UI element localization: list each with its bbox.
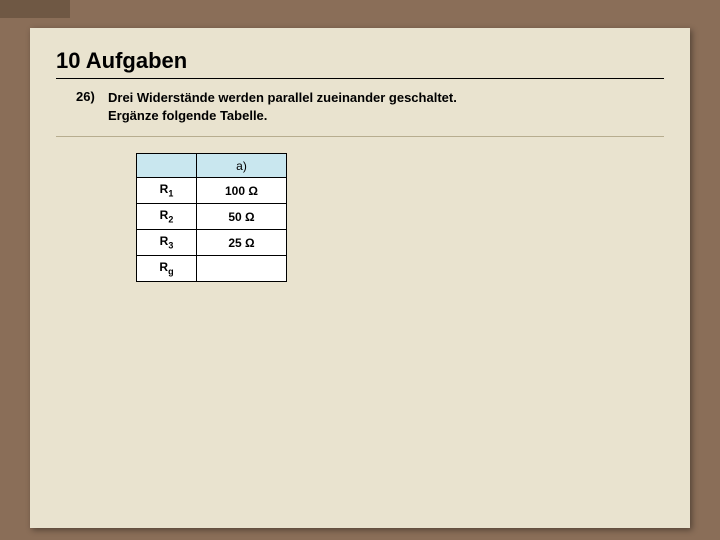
table-row: R1 100 Ω bbox=[137, 178, 287, 204]
task-line-2: Ergänze folgende Tabelle. bbox=[108, 108, 267, 123]
table-row: Rg bbox=[137, 256, 287, 282]
row-value: 50 Ω bbox=[197, 204, 287, 230]
row-value: 100 Ω bbox=[197, 178, 287, 204]
resistor-table: a) R1 100 Ω R2 50 Ω R3 25 Ω Rg bbox=[136, 153, 287, 282]
window-tab bbox=[0, 0, 70, 18]
row-label: R1 bbox=[137, 178, 197, 204]
row-label: R3 bbox=[137, 230, 197, 256]
label-sub: 1 bbox=[168, 189, 173, 199]
task-line-1: Drei Widerstände werden parallel zueinan… bbox=[108, 90, 457, 105]
document-page: 10 Aufgaben 26) Drei Widerstände werden … bbox=[30, 28, 690, 528]
task-text: Drei Widerstände werden parallel zueinan… bbox=[108, 89, 457, 124]
header-blank bbox=[137, 154, 197, 178]
window-top-bar bbox=[0, 0, 720, 28]
task-block: 26) Drei Widerstände werden parallel zue… bbox=[76, 89, 664, 124]
table-row: R2 50 Ω bbox=[137, 204, 287, 230]
table-header-row: a) bbox=[137, 154, 287, 178]
label-sub: g bbox=[168, 267, 174, 277]
label-sub: 3 bbox=[168, 241, 173, 251]
row-label: Rg bbox=[137, 256, 197, 282]
label-sub: 2 bbox=[168, 215, 173, 225]
section-divider bbox=[56, 136, 664, 137]
table-container: a) R1 100 Ω R2 50 Ω R3 25 Ω Rg bbox=[136, 153, 664, 282]
title-underline bbox=[56, 78, 664, 79]
row-value: 25 Ω bbox=[197, 230, 287, 256]
table-row: R3 25 Ω bbox=[137, 230, 287, 256]
header-col-a: a) bbox=[197, 154, 287, 178]
row-value bbox=[197, 256, 287, 282]
page-title: 10 Aufgaben bbox=[56, 48, 664, 74]
task-number: 26) bbox=[76, 89, 98, 124]
row-label: R2 bbox=[137, 204, 197, 230]
label-base: R bbox=[159, 260, 168, 274]
